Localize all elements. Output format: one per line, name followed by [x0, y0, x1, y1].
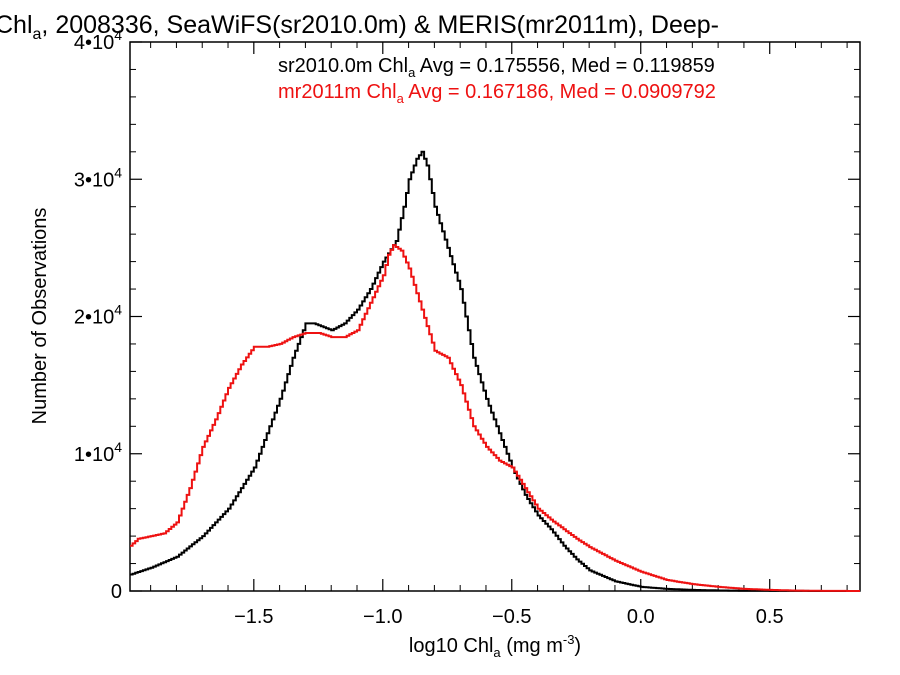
x-axis-label-part-3: )	[574, 635, 581, 657]
y-tick-mantissa: 2•10	[74, 307, 114, 329]
annotation-black: sr2010.0m Chla Avg = 0.175556, Med = 0.1…	[278, 55, 715, 80]
x-axis-label-part-1: log10 Chl	[409, 635, 494, 657]
y-tick-mantissa: 3•10	[74, 169, 114, 191]
x-axis-label: log10 Chla (mg m-3)	[409, 632, 581, 660]
y-tick-exponent: 4	[114, 164, 122, 180]
x-tick-label: 0.0	[627, 606, 655, 628]
annotation-red-subscript: a	[397, 91, 405, 106]
x-tick-label: 0.5	[756, 606, 784, 628]
annotation-red: mr2011m Chla Avg = 0.167186, Med = 0.090…	[278, 81, 716, 106]
y-tick-exponent: 4	[114, 302, 122, 318]
y-tick-exponent: 4	[114, 439, 122, 455]
x-tick-label: −1.5	[234, 606, 273, 628]
x-tick-label: −1.0	[363, 606, 402, 628]
series-line-sr2010	[130, 150, 860, 592]
series-layer	[130, 150, 860, 592]
title-part-1: Chl	[0, 11, 33, 39]
plot-frame	[129, 41, 861, 592]
y-tick-label: 2•104	[74, 302, 122, 329]
y-tick-mantissa: 1•10	[74, 444, 114, 466]
y-tick-label: 0	[111, 581, 122, 603]
title-subscript: a	[33, 26, 42, 43]
annotation-red-part-2: Avg = 0.167186, Med = 0.0909792	[404, 81, 716, 103]
y-tick-label: 3•104	[74, 164, 122, 191]
y-tick-mantissa: 4•10	[74, 32, 114, 54]
x-axis-label-subscript: a	[493, 645, 501, 660]
y-axis-label: Number of Observations	[29, 208, 51, 425]
y-tick-label: 1•104	[74, 439, 122, 466]
annotation-black-subscript: a	[408, 65, 416, 80]
annotation-black-part-1: sr2010.0m Chl	[278, 55, 408, 77]
chart-title: Chla, 2008336, SeaWiFS(sr2010.0m) & MERI…	[0, 11, 719, 43]
x-axis-label-part-2: (mg m	[501, 635, 563, 657]
y-tick-exponent: 4	[114, 27, 122, 43]
x-axis-ticks: −1.5 −1.0 −0.5 0.0 0.5	[150, 42, 848, 628]
series-line-mr2011	[130, 244, 860, 592]
annotation-red-part-1: mr2011m Chl	[278, 81, 397, 103]
x-axis-label-superscript: -3	[563, 632, 575, 647]
y-tick-label: 4•104	[74, 27, 122, 54]
annotation-black-part-2: Avg = 0.175556, Med = 0.119859	[415, 55, 715, 77]
x-tick-label: −0.5	[492, 606, 531, 628]
title-part-2: , 2008336, SeaWiFS(sr2010.0m) & MERIS(mr…	[41, 11, 719, 39]
y-tick-mantissa: 0	[111, 581, 122, 603]
